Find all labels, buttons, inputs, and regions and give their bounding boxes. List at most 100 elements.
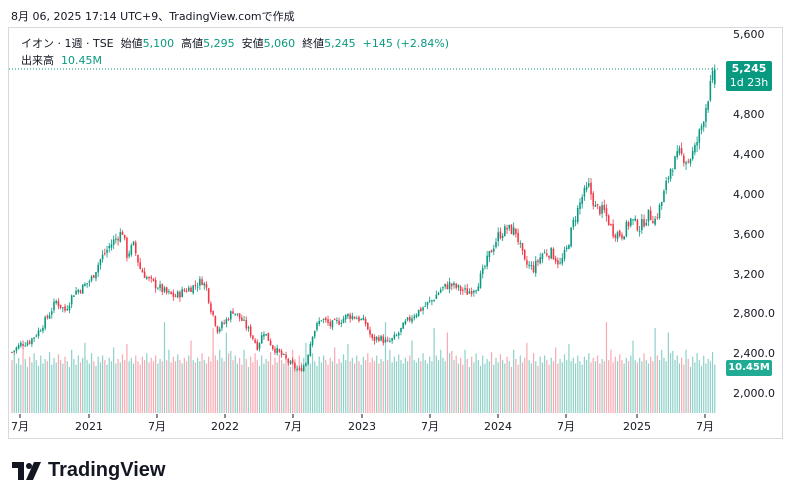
candle-body bbox=[541, 253, 544, 259]
candle-body bbox=[572, 219, 575, 227]
volume-bar bbox=[561, 362, 563, 413]
candle-body bbox=[88, 281, 91, 283]
volume-bar bbox=[174, 361, 177, 413]
volume-bar bbox=[426, 363, 429, 413]
candle-body bbox=[252, 335, 254, 339]
volume-bar bbox=[524, 357, 526, 413]
volume-bar bbox=[402, 363, 404, 413]
volume-bar bbox=[413, 360, 415, 413]
volume-bar bbox=[694, 362, 696, 413]
candle-body bbox=[263, 334, 265, 337]
y-tick-label: 3,600 bbox=[733, 228, 765, 241]
volume-bar bbox=[267, 361, 269, 413]
candle-body bbox=[667, 178, 670, 180]
candle-body bbox=[581, 197, 583, 204]
volume-bar bbox=[676, 355, 678, 413]
volume-bar bbox=[499, 354, 502, 413]
volume-bar bbox=[252, 362, 254, 413]
candle-body bbox=[174, 295, 177, 297]
candle-body bbox=[683, 155, 685, 164]
bar-countdown: 1d 23h bbox=[729, 76, 769, 89]
volume-bar bbox=[146, 353, 148, 413]
candle-body bbox=[565, 247, 568, 250]
candle-body bbox=[232, 311, 234, 314]
candle-body bbox=[437, 292, 440, 295]
candle-body bbox=[481, 267, 484, 274]
candle-body bbox=[17, 345, 20, 349]
candle-body bbox=[362, 317, 365, 321]
candle-body bbox=[614, 235, 617, 238]
candle-body bbox=[528, 264, 530, 266]
volume-bar bbox=[404, 357, 406, 413]
volume-bar bbox=[269, 352, 272, 413]
volume-bar bbox=[420, 361, 422, 413]
x-tick-label: 7月 bbox=[11, 420, 29, 433]
candle-body bbox=[607, 215, 610, 226]
volume-bar bbox=[349, 361, 351, 413]
tradingview-logo[interactable]: TradingView bbox=[12, 459, 165, 482]
volume-bar bbox=[510, 367, 513, 413]
candle-body bbox=[630, 218, 632, 226]
candle-body bbox=[627, 222, 630, 227]
candle-body bbox=[106, 249, 108, 253]
candle-body bbox=[340, 322, 343, 324]
candle-body bbox=[157, 288, 159, 290]
candle-body bbox=[185, 290, 188, 292]
volume-bar bbox=[418, 357, 420, 413]
candle-body bbox=[81, 284, 84, 294]
candle-body bbox=[26, 342, 29, 346]
volume-bar bbox=[687, 358, 689, 413]
candle-body bbox=[347, 313, 349, 317]
volume-bar bbox=[239, 357, 241, 413]
candle-body bbox=[318, 320, 320, 325]
candle-body bbox=[643, 219, 645, 227]
candle-body bbox=[696, 142, 698, 146]
candle-body bbox=[488, 251, 491, 258]
candle-body bbox=[550, 247, 553, 259]
candle-body bbox=[523, 249, 526, 260]
candle-body bbox=[413, 316, 416, 319]
candle-body bbox=[331, 320, 334, 328]
candle-body bbox=[35, 335, 38, 337]
volume-bar bbox=[48, 352, 51, 413]
volume-bar bbox=[351, 357, 353, 413]
volume-bar bbox=[546, 360, 548, 413]
volume-bar bbox=[460, 357, 462, 413]
volume-bar bbox=[303, 357, 305, 413]
volume-bar bbox=[40, 355, 42, 413]
candle-body bbox=[568, 245, 570, 249]
volume-bar bbox=[135, 355, 137, 413]
volume-bar bbox=[93, 361, 95, 413]
candle-body bbox=[320, 320, 323, 322]
candle-body bbox=[33, 337, 35, 339]
candle-body bbox=[517, 232, 519, 243]
candle-body bbox=[665, 180, 667, 191]
candle-body bbox=[709, 80, 712, 101]
candle-body bbox=[645, 222, 648, 226]
volume-bar bbox=[608, 360, 610, 413]
volume-bar bbox=[667, 332, 669, 413]
volume-bar bbox=[714, 364, 716, 413]
candle-body bbox=[22, 344, 24, 346]
volume-bar bbox=[99, 362, 101, 413]
volume-bar bbox=[190, 340, 192, 413]
volume-bar bbox=[311, 353, 314, 413]
volume-bar bbox=[179, 360, 181, 413]
candle-body bbox=[128, 253, 130, 257]
candle-body bbox=[115, 238, 117, 240]
volume-bar bbox=[119, 362, 121, 413]
time-axis[interactable]: 7月 2021 7月 2022 7月 2023 7月 2024 7月 2025 7月 bbox=[11, 414, 714, 433]
volume-bar bbox=[535, 361, 537, 413]
price-axis[interactable]: 5,600 4,800 4,400 4,000 3,600 3,200 2,800.0 2,4… bbox=[733, 28, 775, 400]
candle-body bbox=[75, 290, 77, 295]
candle-body bbox=[287, 359, 290, 363]
candle-body bbox=[468, 291, 471, 294]
volume-bar bbox=[519, 355, 521, 413]
volume-bar bbox=[152, 361, 155, 413]
volume-bar bbox=[199, 361, 201, 413]
chart-panel[interactable] bbox=[8, 27, 783, 439]
candle-body bbox=[470, 291, 473, 294]
volume-bar bbox=[400, 360, 402, 413]
candle-body bbox=[336, 319, 338, 321]
